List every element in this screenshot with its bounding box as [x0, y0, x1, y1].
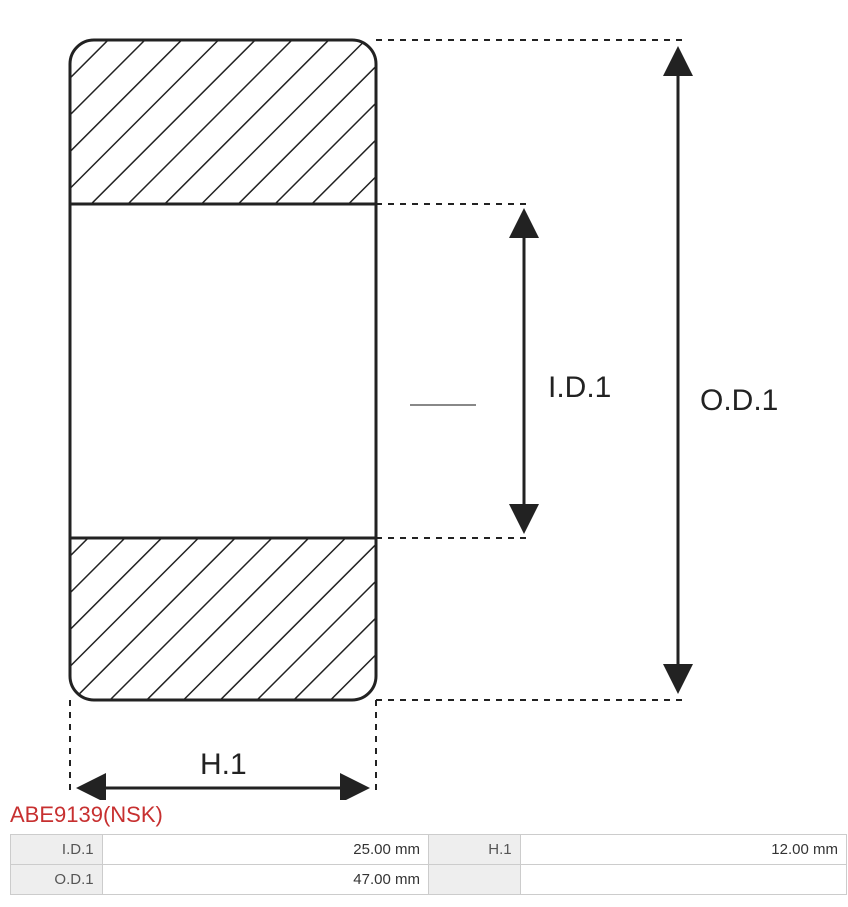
label-od1: O.D.1: [700, 384, 778, 417]
spec-key-h1: H.1: [428, 835, 520, 865]
spec-key-id1: I.D.1: [11, 835, 103, 865]
table-row: O.D.1 47.00 mm: [11, 865, 847, 895]
spec-table: I.D.1 25.00 mm H.1 12.00 mm O.D.1 47.00 …: [10, 834, 847, 895]
hatched-top: [70, 40, 376, 204]
label-h1: H.1: [200, 748, 247, 781]
spec-val-blank: [520, 865, 846, 895]
product-title: ABE9139(NSK): [0, 800, 848, 834]
spec-val-od1: 47.00 mm: [102, 865, 428, 895]
spec-val-id1: 25.00 mm: [102, 835, 428, 865]
diagram-svg: I.D.1 O.D.1 H.1: [0, 0, 848, 800]
spec-key-od1: O.D.1: [11, 865, 103, 895]
spec-val-h1: 12.00 mm: [520, 835, 846, 865]
hatched-bottom: [70, 538, 376, 700]
spec-key-blank: [428, 865, 520, 895]
table-row: I.D.1 25.00 mm H.1 12.00 mm: [11, 835, 847, 865]
label-id1: I.D.1: [548, 371, 611, 404]
bearing-cross-section-diagram: I.D.1 O.D.1 H.1: [0, 0, 848, 800]
